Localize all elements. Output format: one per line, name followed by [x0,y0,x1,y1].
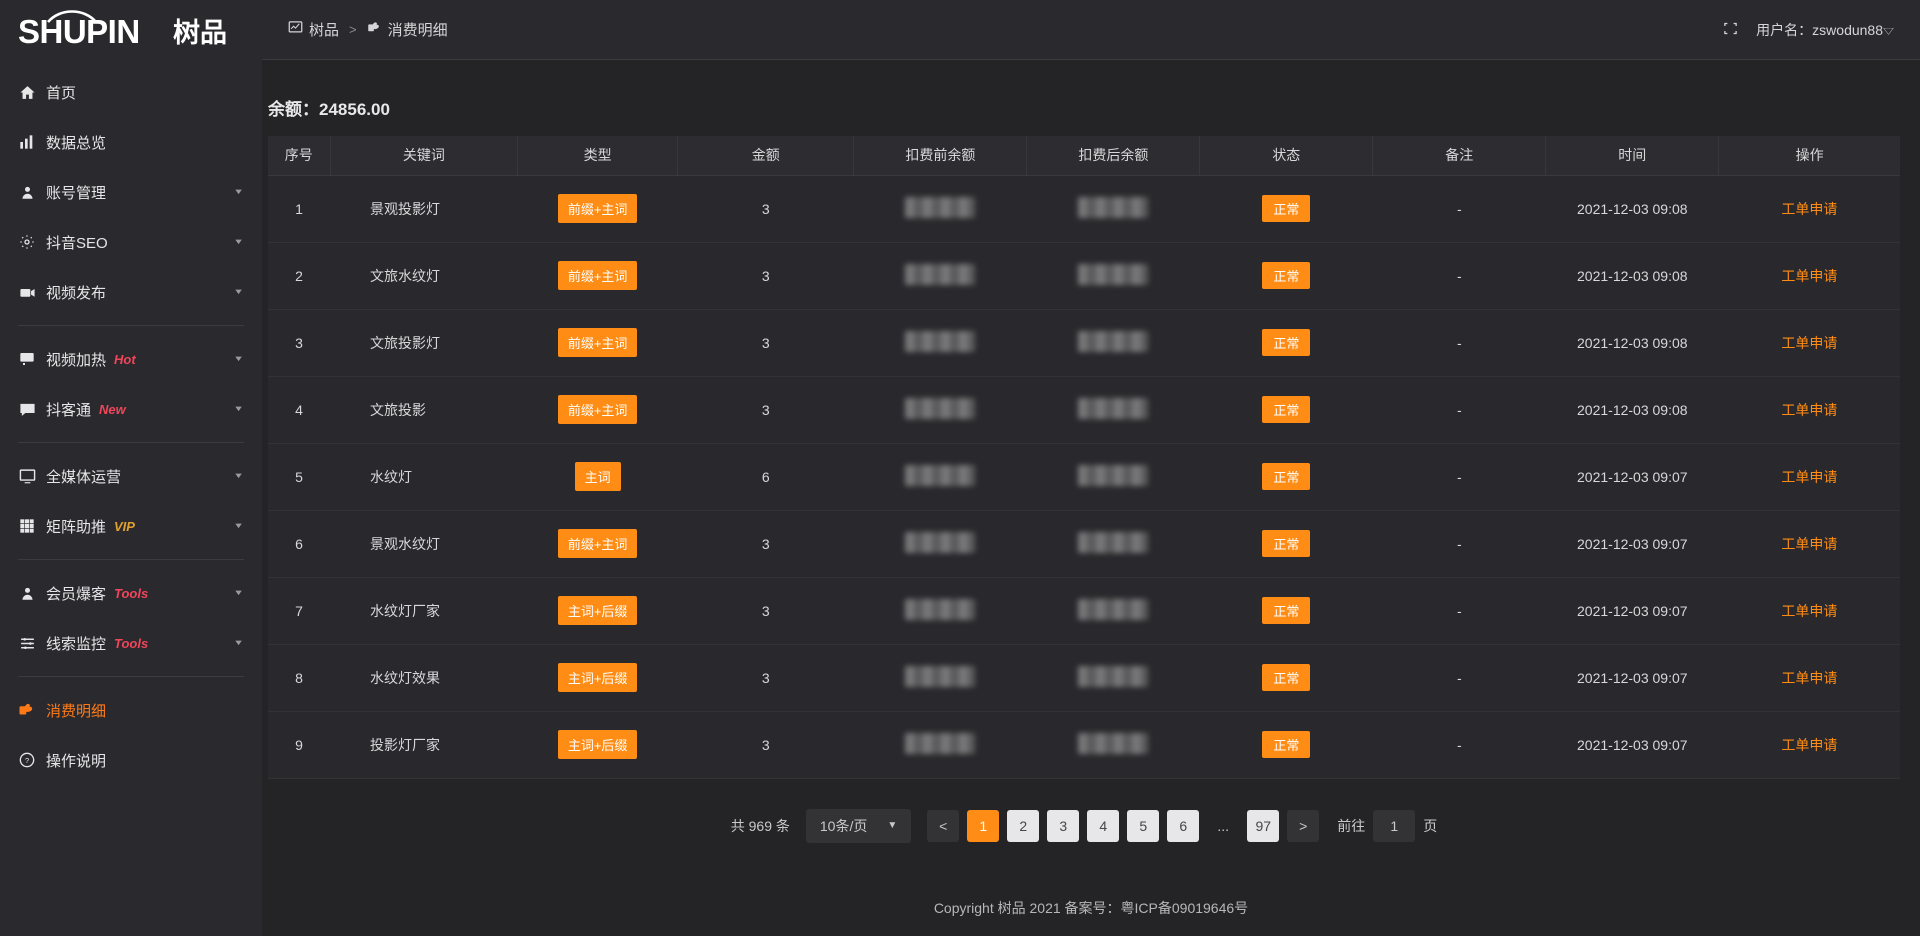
svg-text:?: ? [25,756,29,765]
svg-text:树品: 树品 [173,18,227,48]
svg-text:SHUPIN: SHUPIN [18,13,140,50]
